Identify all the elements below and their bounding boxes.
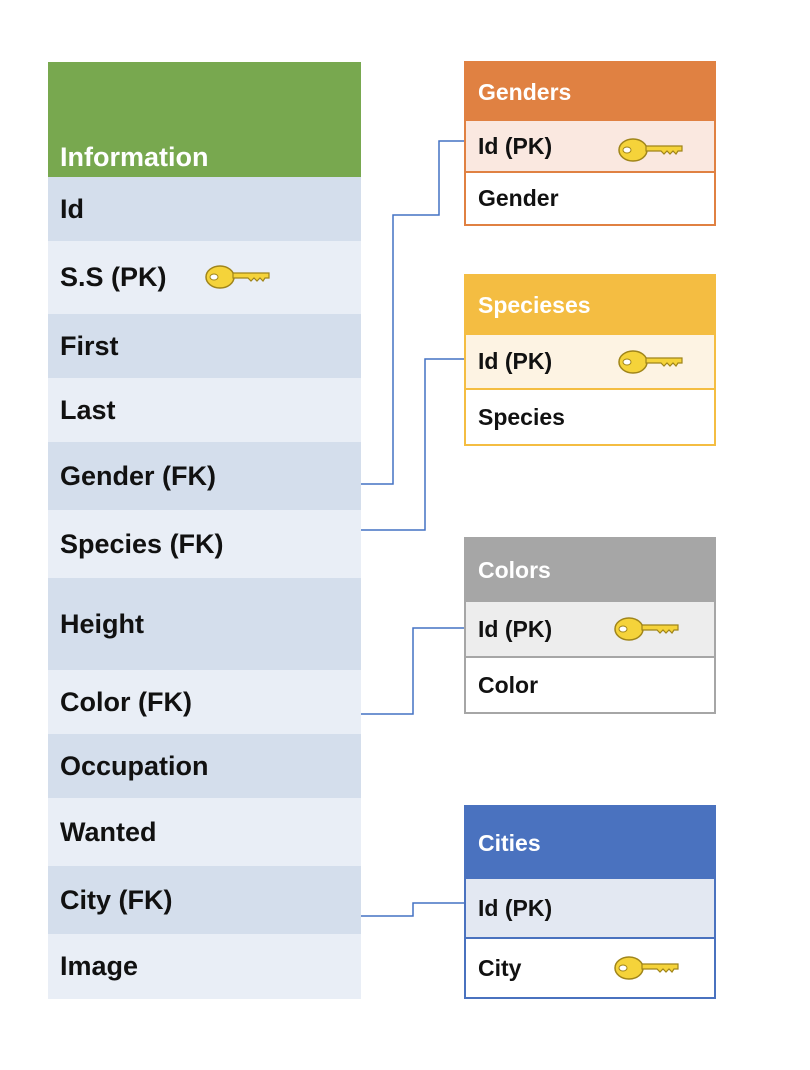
- specieses-title: Specieses: [478, 292, 591, 318]
- key-icon: [614, 956, 679, 980]
- cities-table: Cities Id (PK) City: [464, 805, 716, 999]
- specieses-header: Specieses: [466, 276, 714, 335]
- table-row: S.S (PK): [48, 241, 361, 314]
- cities-header: Cities: [466, 807, 714, 879]
- cities-title: Cities: [478, 829, 541, 856]
- table-row: City (FK): [48, 866, 361, 934]
- connector-gender: [361, 140, 465, 485]
- table-row: Height: [48, 578, 361, 670]
- colors-table: Colors Id (PK) Color: [464, 537, 716, 714]
- table-row: Id (PK): [466, 602, 714, 658]
- genders-title: Genders: [478, 78, 572, 105]
- table-row: Color: [466, 658, 714, 712]
- table-row: Gender: [466, 173, 714, 224]
- table-row: Wanted: [48, 798, 361, 866]
- table-row: City: [466, 939, 714, 997]
- connector-species: [361, 358, 465, 531]
- table-row: Id (PK): [466, 335, 714, 390]
- colors-title: Colors: [478, 557, 551, 583]
- table-row: Species: [466, 390, 714, 444]
- connector-color: [361, 627, 465, 715]
- colors-header: Colors: [466, 539, 714, 602]
- information-title: Information: [60, 142, 209, 172]
- table-row: Species (FK): [48, 510, 361, 578]
- key-icon: [614, 617, 679, 641]
- table-row: Id (PK): [466, 879, 714, 939]
- key-icon: [618, 350, 683, 374]
- table-row: Id (PK): [466, 121, 714, 173]
- table-row: Occupation: [48, 734, 361, 798]
- key-icon: [618, 138, 683, 162]
- table-row: Id: [48, 177, 361, 241]
- key-icon: [205, 265, 270, 289]
- table-row: First: [48, 314, 361, 378]
- table-row: Gender (FK): [48, 442, 361, 510]
- information-table: Information Id S.S (PK) First Last Gende…: [48, 62, 361, 999]
- connector-city: [361, 902, 465, 917]
- genders-header: Genders: [466, 63, 714, 121]
- genders-table: Genders Id (PK) Gender: [464, 61, 716, 226]
- table-row: Color (FK): [48, 670, 361, 734]
- table-row: Image: [48, 934, 361, 999]
- information-header: Information: [48, 62, 361, 177]
- specieses-table: Specieses Id (PK) Species: [464, 274, 716, 446]
- table-row: Last: [48, 378, 361, 442]
